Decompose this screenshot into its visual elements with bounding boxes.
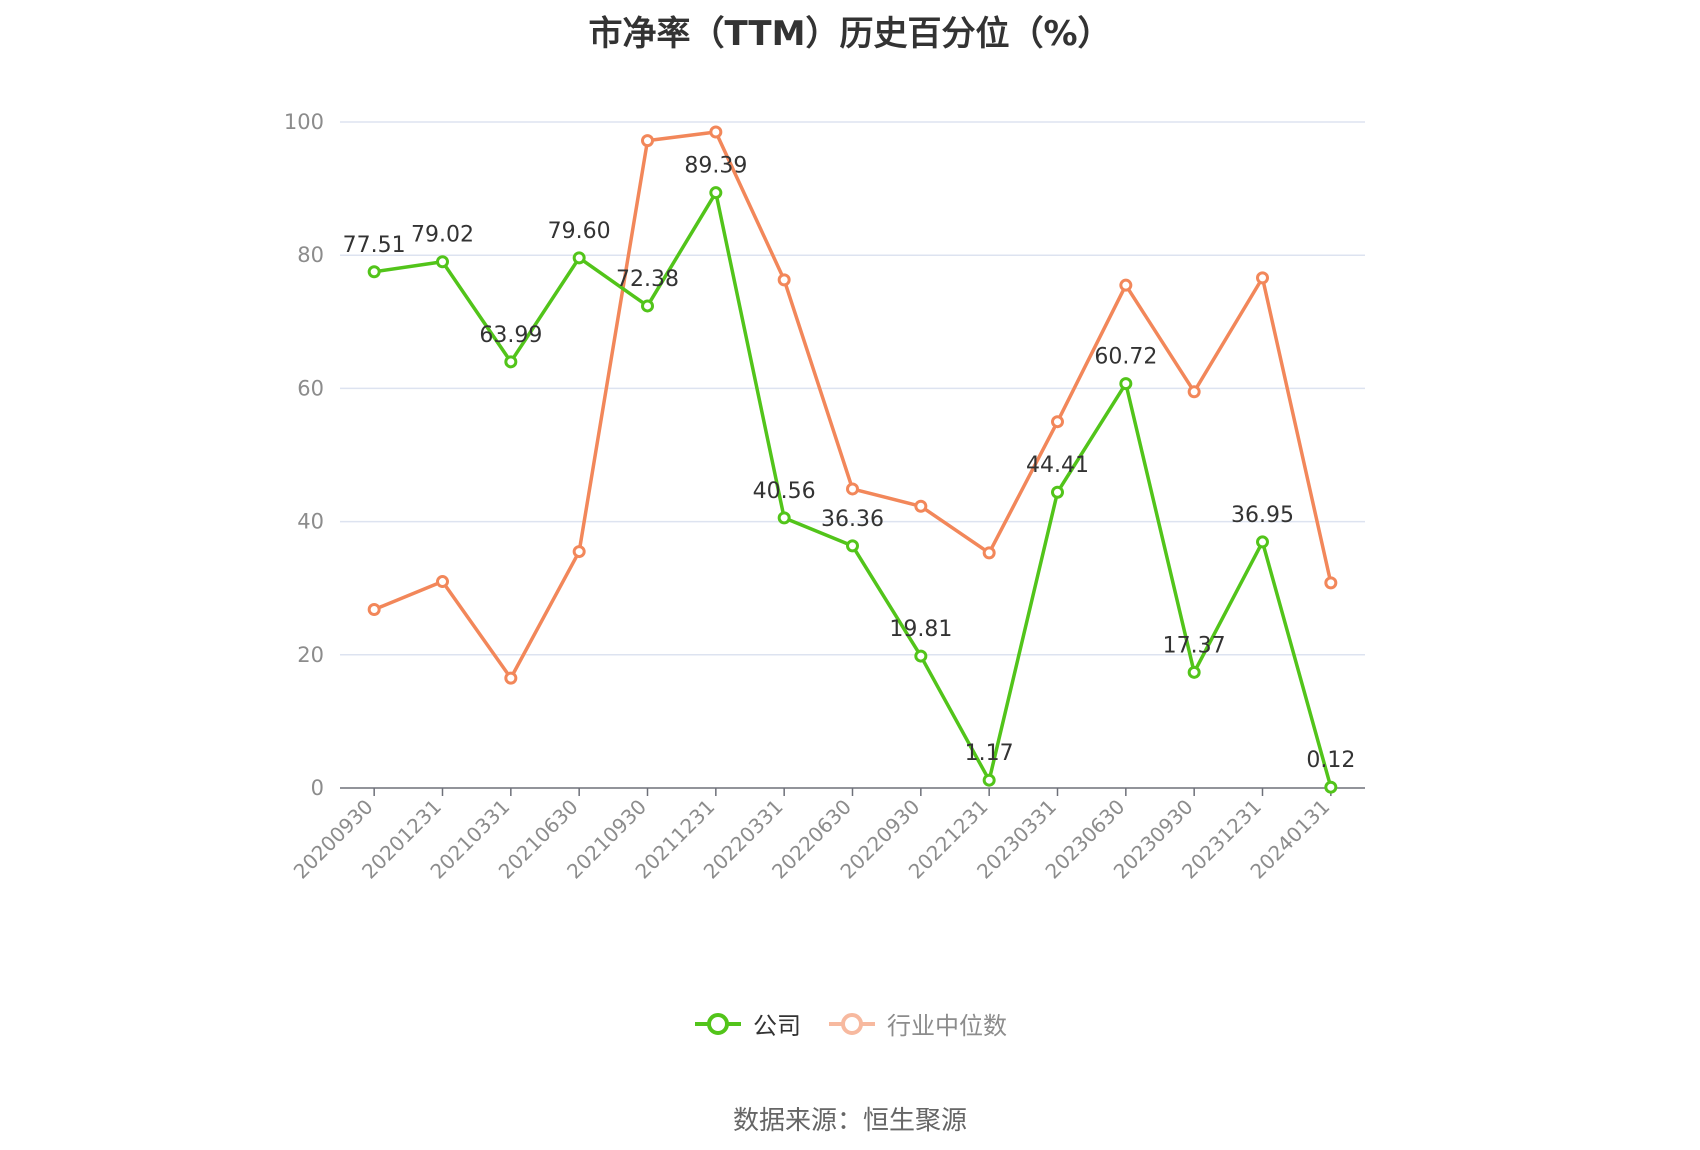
legend-item-company[interactable]: 公司 [693, 1006, 801, 1041]
industry-point[interactable] [1119, 278, 1133, 292]
legend-company-icon [695, 1012, 741, 1035]
series-layer [367, 125, 1338, 794]
y-tick-label: 60 [297, 376, 324, 400]
company-data-label: 89.39 [684, 154, 747, 179]
company-data-label: 79.02 [411, 223, 474, 248]
legend-industry-icon [829, 1012, 875, 1035]
industry-point[interactable] [777, 273, 791, 287]
company-point[interactable] [1187, 665, 1201, 679]
company-point[interactable] [914, 649, 928, 663]
grid-lines [340, 121, 1365, 656]
y-tick-label: 20 [297, 643, 324, 667]
company-point[interactable] [641, 299, 654, 313]
industry-point[interactable] [1256, 271, 1269, 285]
source-note: 数据来源：恒生聚源 [732, 1106, 967, 1136]
company-point[interactable] [504, 355, 518, 369]
company-data-label: 44.41 [1026, 453, 1089, 478]
company-data-label: 72.38 [616, 267, 679, 292]
industry-point[interactable] [1324, 576, 1338, 590]
company-point[interactable] [982, 773, 996, 787]
company-data-label: 77.51 [343, 233, 406, 258]
industry-point[interactable] [504, 671, 518, 685]
company-data-label: 40.56 [753, 479, 816, 504]
legend-item-industry[interactable]: 行业中位数 [827, 1006, 1007, 1041]
industry-point[interactable] [367, 603, 381, 617]
company-point[interactable] [846, 539, 859, 553]
industry-point[interactable] [914, 499, 928, 513]
industry-point[interactable] [1051, 415, 1064, 429]
legend-industry-label: 行业中位数 [887, 1012, 1007, 1040]
y-tick-label: 100 [284, 110, 324, 134]
company-point[interactable] [1119, 377, 1133, 391]
chart-title: 市净率（TTM）历史百分位（%） [588, 14, 1112, 54]
company-data-label: 36.95 [1231, 503, 1294, 528]
axes: 0204060801002020093020201231202103312021… [284, 110, 1365, 884]
y-tick-label: 80 [297, 243, 324, 267]
company-data-label: 79.60 [548, 219, 611, 244]
company-data-label: 19.81 [889, 617, 952, 642]
company-data-label: 36.36 [821, 507, 884, 532]
company-data-label: 17.37 [1163, 633, 1226, 658]
industry-point[interactable] [982, 546, 996, 560]
industry-point[interactable] [436, 575, 449, 589]
y-tick-label: 0 [311, 776, 324, 800]
company-point[interactable] [777, 511, 791, 525]
company-data-label: 0.12 [1306, 748, 1355, 773]
company-point[interactable] [709, 186, 723, 200]
company-point[interactable] [572, 251, 586, 265]
industry-point[interactable] [572, 545, 586, 559]
company-point[interactable] [1051, 485, 1064, 499]
industry-point[interactable] [846, 482, 859, 496]
company-point[interactable] [367, 265, 381, 279]
y-tick-label: 40 [297, 510, 324, 534]
company-point[interactable] [1256, 535, 1269, 549]
company-data-label: 63.99 [479, 323, 542, 348]
industry-series-line [373, 130, 1333, 680]
legend: 公司 行业中位数 [0, 1006, 1700, 1041]
company-point[interactable] [1324, 780, 1338, 794]
legend-company-label: 公司 [753, 1012, 801, 1040]
industry-point[interactable] [1187, 385, 1201, 399]
company-point[interactable] [436, 255, 449, 269]
industry-point[interactable] [709, 125, 723, 139]
company-data-label: 60.72 [1094, 345, 1157, 370]
industry-point[interactable] [641, 134, 654, 148]
company-data-label: 1.17 [965, 741, 1014, 766]
